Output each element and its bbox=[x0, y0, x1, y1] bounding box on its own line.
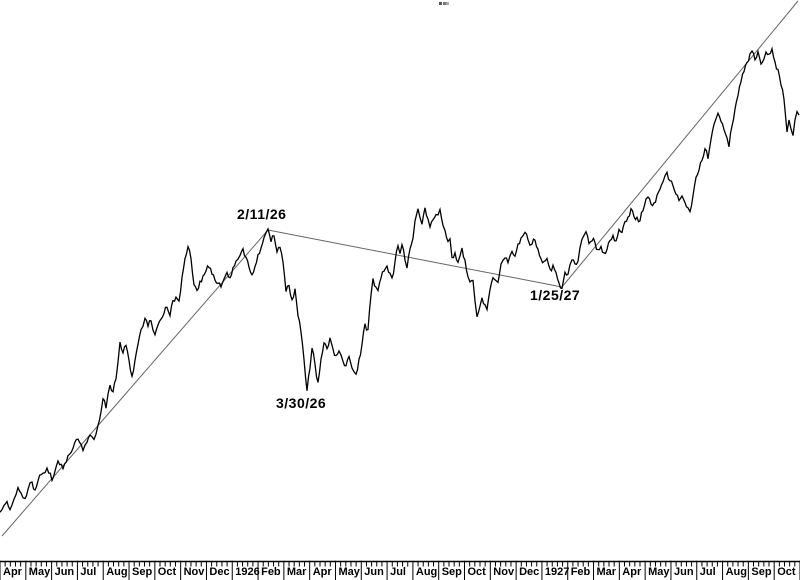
x-axis-month-label: Apr bbox=[622, 566, 642, 578]
x-axis-month-label: Dec bbox=[519, 566, 540, 578]
x-axis-month-label: Oct bbox=[467, 566, 486, 578]
x-axis-month-label: Dec bbox=[209, 566, 230, 578]
trendlines bbox=[1, 0, 799, 537]
x-axis-month-label: Oct bbox=[777, 566, 796, 578]
x-axis-month-label: Apr bbox=[312, 566, 332, 578]
x-axis-month-label: Sep bbox=[751, 566, 772, 578]
x-axis-month-label: Aug bbox=[415, 566, 438, 578]
x-axis-month-label: Feb bbox=[570, 566, 591, 578]
x-axis-month-label: May bbox=[648, 566, 670, 578]
x-axis-month-label: Sep bbox=[441, 566, 462, 578]
x-axis-month-label: Aug bbox=[106, 566, 128, 578]
x-axis-month-label: Aug bbox=[725, 566, 747, 578]
x-axis-month-label: Feb bbox=[261, 566, 281, 578]
x-axis-month-label: May bbox=[28, 566, 51, 578]
price-line bbox=[0, 46, 800, 513]
x-axis-month-label: 1927 bbox=[544, 566, 570, 578]
x-axis-month-label: Nov bbox=[183, 566, 205, 578]
x-axis-ticks bbox=[0, 560, 800, 580]
x-axis-month-label: Sep bbox=[132, 566, 153, 578]
x-axis-month-label: Jul bbox=[80, 566, 97, 578]
x-axis-month-label: Jul bbox=[390, 566, 406, 578]
annotation-peak-2-11-26: 2/11/26 bbox=[237, 206, 287, 222]
x-axis-month-label: 1926 bbox=[235, 566, 260, 578]
annotation-low-3-30-26: 3/30/26 bbox=[276, 395, 327, 411]
x-axis-month-label: Jun bbox=[54, 566, 75, 578]
x-axis-month-label: Nov bbox=[493, 566, 515, 578]
x-axis-month-label: Jul bbox=[699, 566, 716, 578]
x-axis-month-label: Jun bbox=[364, 566, 384, 578]
x-axis-month-label: Mar bbox=[286, 566, 307, 578]
x-axis-month-label: Oct bbox=[157, 566, 177, 578]
tiny-artifact-mark bbox=[439, 2, 449, 5]
x-axis-month-label: May bbox=[338, 566, 360, 578]
annotation-low-1-25-27: 1/25/27 bbox=[530, 287, 581, 303]
x-axis-month-label: Jun bbox=[674, 566, 694, 578]
x-axis-month-label: Mar bbox=[596, 566, 617, 578]
x-axis-month-label: Apr bbox=[3, 566, 22, 578]
